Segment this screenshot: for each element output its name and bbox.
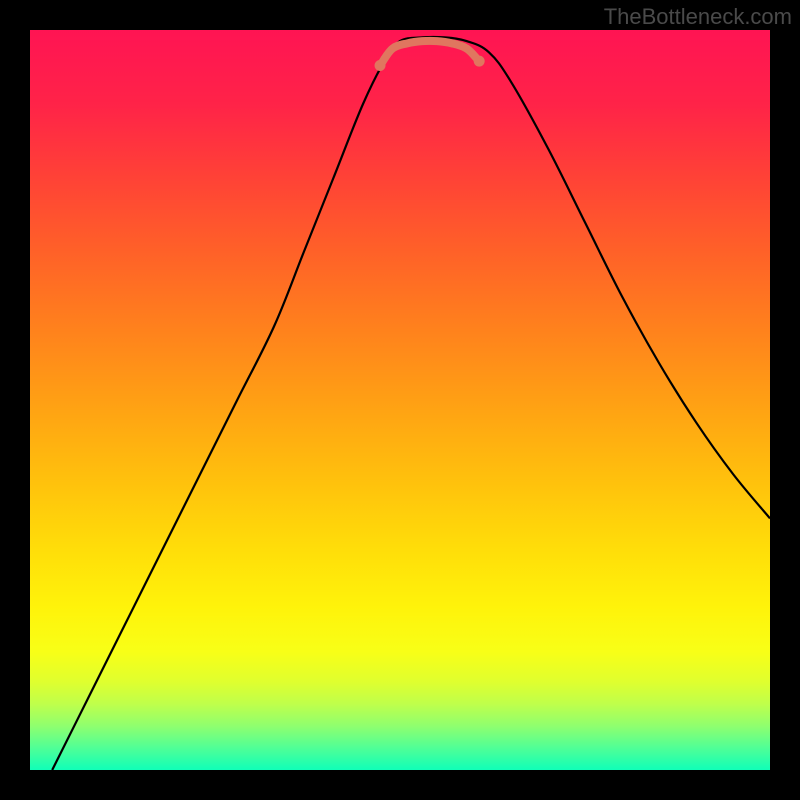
valley-marker-segment <box>382 41 478 63</box>
valley-marker-dots <box>375 56 485 71</box>
chart-container: TheBottleneck.com <box>0 0 800 800</box>
curve-layer <box>30 30 770 770</box>
bottleneck-curve <box>52 37 770 770</box>
watermark-text: TheBottleneck.com <box>604 4 792 30</box>
plot-area <box>30 30 770 770</box>
